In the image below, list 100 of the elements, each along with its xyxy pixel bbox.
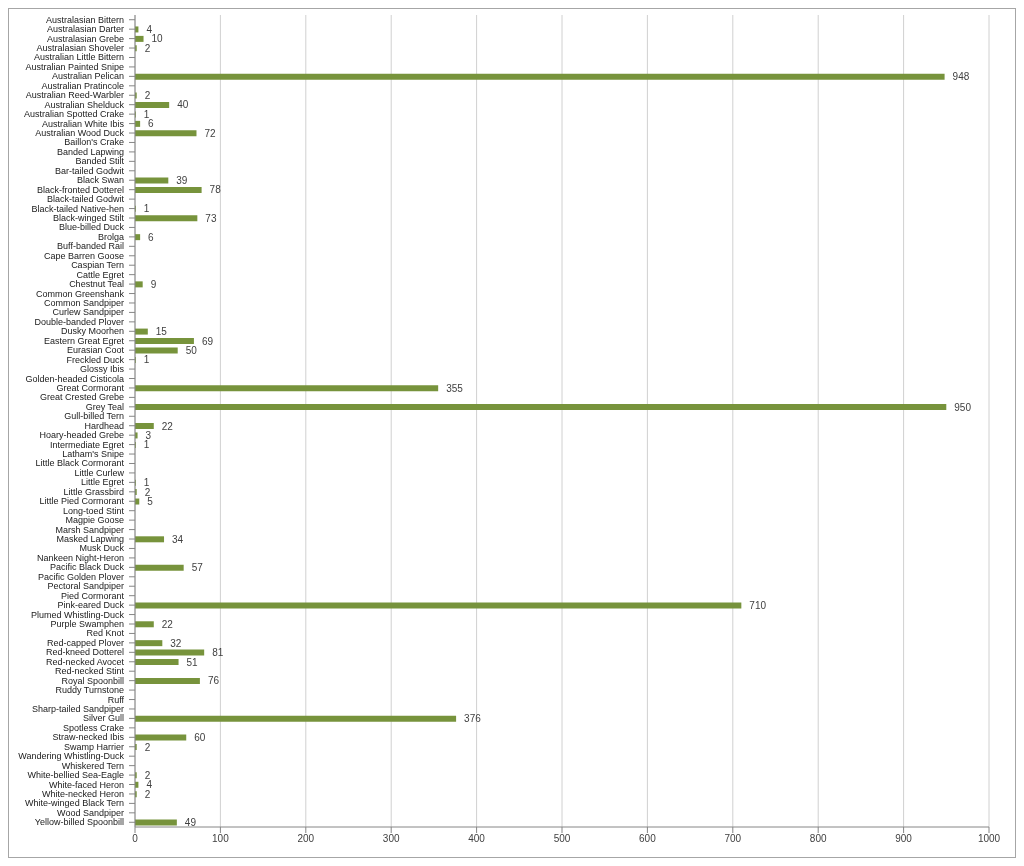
data-label: 1 (143, 354, 150, 366)
y-tick-label: Whiskered Tern (61, 760, 124, 771)
y-tick-label: Australasian Darter (46, 24, 124, 35)
data-label: 948 (952, 71, 970, 83)
data-label: 40 (177, 99, 189, 111)
x-tick-label: 400 (468, 833, 486, 845)
data-label: 2 (144, 42, 151, 54)
y-tick-label: Freckled Duck (66, 354, 125, 365)
data-label: 60 (194, 732, 206, 744)
y-tick-label: Black-fronted Dotterel (36, 184, 124, 195)
data-label: 6 (148, 231, 155, 243)
data-label: 32 (170, 637, 182, 649)
y-tick-label: Straw-necked Ibis (52, 732, 125, 743)
y-tick-label: Yellow-billed Spoonbill (34, 817, 124, 828)
data-label: 78 (209, 184, 222, 196)
y-tick-label: White-necked Heron (41, 788, 124, 799)
y-tick-label: Caspian Tern (71, 260, 124, 271)
data-label: 49 (184, 817, 197, 829)
data-label: 50 (185, 344, 198, 356)
data-label: 34 (172, 533, 184, 545)
y-tick-label: Little Curlew (74, 467, 125, 478)
x-tick-label: 800 (809, 833, 827, 845)
y-tick-label: Royal Spoonbill (61, 675, 124, 686)
y-tick-label: Cattle Egret (76, 269, 125, 280)
data-label: 1 (143, 203, 150, 215)
data-label: 81 (212, 647, 224, 659)
y-tick-label: Musk Duck (79, 543, 125, 554)
data-label: 9 (150, 278, 157, 290)
y-tick-label: Australian Spotted Crake (23, 109, 124, 120)
y-tick-label: Australasian Bittern (45, 14, 124, 25)
y-tick-label: Australian Reed-Warbler (25, 90, 124, 101)
y-tick-label: Dusky Moorhen (60, 326, 124, 337)
y-tick-label: Great Cormorant (56, 382, 125, 393)
y-tick-label: Wood Sandpiper (57, 807, 124, 818)
data-label: 1 (143, 108, 150, 120)
data-label: 57 (191, 562, 204, 574)
y-tick-label: Ruddy Turnstone (55, 685, 124, 696)
y-tick-label: Australasian Shoveler (36, 43, 124, 54)
y-tick-label: Pacific Golden Plover (37, 571, 124, 582)
data-label: 6 (148, 118, 155, 130)
data-label: 10 (151, 33, 164, 45)
y-tick-label: Masked Lapwing (56, 534, 124, 545)
data-label: 3 (145, 429, 152, 441)
y-tick-label: Pink-eared Duck (57, 600, 125, 611)
y-tick-label: Sharp-tailed Sandpiper (31, 703, 124, 714)
x-tick-label: 200 (297, 833, 315, 845)
y-tick-label: Red-necked Stint (54, 666, 125, 677)
data-label: 39 (176, 175, 188, 187)
data-label: 1 (143, 439, 150, 451)
y-tick-label: Purple Swamphen (50, 619, 124, 629)
data-label: 4 (146, 23, 153, 35)
y-tick-label: Golden-headed Cisticola (25, 373, 124, 384)
data-label: 51 (186, 656, 199, 668)
data-label: 2 (144, 90, 151, 102)
data-label: 376 (464, 713, 482, 725)
y-tick-label: Hoary-headed Grebe (39, 430, 124, 441)
y-tick-label: Common Sandpiper (43, 297, 124, 308)
y-tick-label: Cape Barren Goose (43, 250, 124, 261)
y-tick-label: Latham's Snipe (62, 449, 124, 460)
y-tick-label: Chestnut Teal (69, 279, 124, 290)
y-tick-label: Little Egret (80, 477, 125, 488)
y-tick-label: Australian Little Bittern (33, 52, 124, 63)
y-tick-label: Pied Cormorant (60, 590, 125, 601)
data-label: 72 (204, 127, 217, 139)
y-tick-label: Plumed Whistling-Duck (30, 609, 125, 620)
y-tick-label: Double-banded Plover (34, 316, 124, 327)
x-tick-label: 1000 (977, 833, 1001, 845)
x-tick-label: 700 (724, 833, 742, 845)
y-tick-label: Australian Pratincole (41, 80, 124, 91)
data-label: 950 (954, 401, 972, 413)
y-tick-label: Ruff (107, 694, 125, 705)
y-tick-label: Red-kneed Dotterel (45, 647, 124, 658)
x-tick-label: 500 (553, 833, 571, 845)
y-tick-label: Eastern Great Egret (43, 335, 125, 346)
y-tick-label: Blue-billed Duck (58, 222, 125, 233)
data-label: 15 (155, 326, 168, 338)
data-label: 69 (201, 335, 214, 347)
y-tick-label: Red-capped Plover (46, 637, 124, 648)
y-tick-label: Nankeen Night-Heron (36, 552, 124, 563)
y-tick-label: Magpie Goose (65, 515, 124, 526)
y-tick-label: Australian Pelican (51, 71, 124, 82)
y-tick-label: White-faced Heron (48, 779, 124, 790)
data-label: 22 (161, 618, 174, 630)
x-tick-label: 300 (382, 833, 400, 845)
x-tick-label: 0 (132, 833, 139, 845)
x-tick-label: 600 (639, 833, 657, 845)
y-tick-label: Banded Lapwing (56, 146, 124, 157)
y-tick-label: Black-tailed Godwit (46, 194, 125, 205)
y-tick-label: Australian White Ibis (41, 118, 125, 129)
y-tick-label: Black-winged Stilt (52, 213, 125, 223)
data-label: 22 (161, 420, 174, 432)
y-tick-label: Little Black Cormorant (35, 458, 125, 469)
y-tick-label: Bar-tailed Godwit (54, 165, 125, 176)
y-tick-label: Pectoral Sandpiper (47, 581, 124, 592)
y-tick-label: Black-tailed Native-hen (31, 203, 124, 214)
data-label: 5 (147, 496, 154, 508)
data-label: 2 (144, 486, 151, 498)
x-tick-label: 100 (212, 833, 230, 845)
y-tick-label: Baillon's Crake (64, 137, 124, 148)
y-tick-label: Hardhead (84, 420, 124, 431)
